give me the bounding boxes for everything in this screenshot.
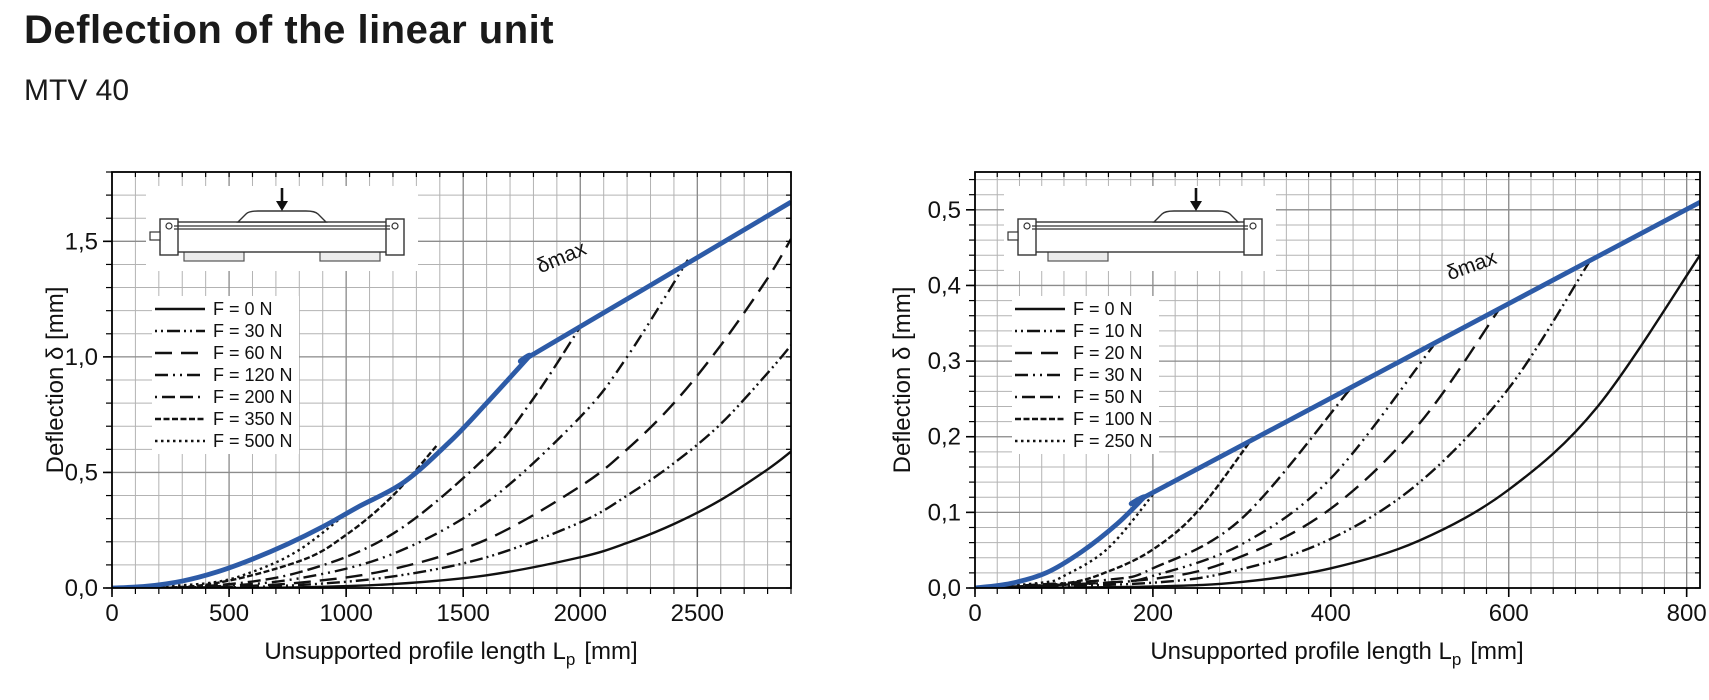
legend-label: F = 350 N [213,408,293,429]
x-tick-label: 800 [1667,600,1707,627]
y-tick-label: 0,3 [928,348,961,375]
y-tick-label: 0,5 [65,459,98,486]
deflection-curve [112,344,791,588]
legend-line-sample-icon [155,373,205,377]
legend-item: F = 20 N [1014,342,1153,364]
legend-item: F = 60 N [154,342,293,364]
deflection-curve [975,386,1353,588]
x-tick-label: 2000 [554,600,607,627]
legend-line-sample-icon [1015,439,1065,443]
legend-label: F = 500 N [213,430,293,451]
legend-item: F = 30 N [154,320,293,342]
dmax-envelope-curve [975,200,1700,588]
legend-label: F = 100 N [1073,408,1153,429]
legend-item: F = 350 N [154,408,293,430]
legend-line-sample-icon [155,307,205,311]
legend-item: F = 200 N [154,386,293,408]
x-tick-label: 2500 [671,600,724,627]
legend-label: F = 120 N [213,364,293,385]
legend-label: F = 250 N [1073,430,1153,451]
pulley-icon [1249,222,1257,230]
x-axis-label-left: Unsupported profile length Lp [mm] [264,638,638,669]
legend-label: F = 20 N [1073,342,1143,363]
deflection-curve [975,262,1590,588]
legend-line-sample-icon [155,351,205,355]
x-tick-label: 400 [1311,600,1351,627]
x-tick-label: 0 [105,600,118,627]
legend-item: F = 100 N [1014,408,1153,430]
deflection-curve [112,259,689,588]
deflection-curve [975,254,1700,588]
deflection-curve [975,439,1252,588]
end-cap-right [385,218,405,256]
carriage [1152,210,1240,223]
y-tick-label: 0,1 [928,499,961,526]
y-tick-label: 0,0 [928,575,961,602]
y-tick-label: 0,4 [928,272,961,299]
legend-label: F = 30 N [213,320,283,341]
deflection-curve [112,326,582,588]
x-tick-label: 600 [1489,600,1529,627]
legend-label: F = 60 N [213,342,283,363]
x-tick-label: 1000 [319,600,372,627]
legend-label: F = 50 N [1073,386,1143,407]
legend-item: F = 500 N [154,430,293,452]
deflection-curve [975,345,1435,588]
y-tick-label: 0,0 [65,575,98,602]
legend-line-sample-icon [1015,417,1065,421]
drive-shaft-stub [1007,231,1019,241]
deflection-curve [975,490,1157,588]
y-tick-label: 0,5 [928,197,961,224]
legend-label: F = 200 N [213,386,293,407]
legend-label: F = 30 N [1073,364,1143,385]
drive-shaft-stub [149,231,161,241]
x-tick-label: 1500 [437,600,490,627]
legend-item: F = 30 N [1014,364,1153,386]
legend-item: F = 0 N [1014,298,1153,320]
linear-unit-body [173,221,391,253]
legend-line-sample-icon [155,439,205,443]
pulley-icon [165,222,173,230]
model-label: MTV 40 [24,74,130,107]
legend-line-sample-icon [1015,307,1065,311]
legend-label: F = 10 N [1073,320,1143,341]
deflection-curve [112,238,791,588]
pulley-icon [1023,222,1031,230]
legend-line-sample-icon [1015,329,1065,333]
load-arrow-head-icon [276,201,288,211]
x-tick-label: 500 [209,600,249,627]
legend-line-sample-icon [155,417,205,421]
x-tick-label: 0 [968,600,981,627]
load-diagram-end-load [1004,186,1276,271]
carriage [236,210,328,223]
dmax-envelope-curve [112,199,791,588]
page-title: Deflection of the linear unit [24,8,555,52]
y-tick-label: 1,5 [65,228,98,255]
legend-line-sample-icon [155,395,205,399]
legend-item: F = 250 N [1014,430,1153,452]
legend-item: F = 10 N [1014,320,1153,342]
legend-item: F = 50 N [1014,386,1153,408]
legend-item: F = 0 N [154,298,293,320]
legend-label: F = 0 N [213,298,273,319]
x-axis-label-right: Unsupported profile length Lp [mm] [1150,638,1524,669]
legend-line-sample-icon [155,329,205,333]
legend-line-sample-icon [1015,373,1065,377]
y-tick-label: 1,0 [65,344,98,371]
load-diagram-center-load [146,186,418,271]
legend-line-sample-icon [1015,351,1065,355]
end-cap-right [1243,218,1263,256]
legend-label: F = 0 N [1073,298,1133,319]
load-arrow-head-icon [1190,201,1202,211]
legend-line-sample-icon [1015,395,1065,399]
y-tick-label: 0,2 [928,424,961,451]
x-tick-label: 200 [1133,600,1173,627]
deflection-curve [112,443,439,588]
pulley-icon [391,222,399,230]
legend-item: F = 120 N [154,364,293,386]
